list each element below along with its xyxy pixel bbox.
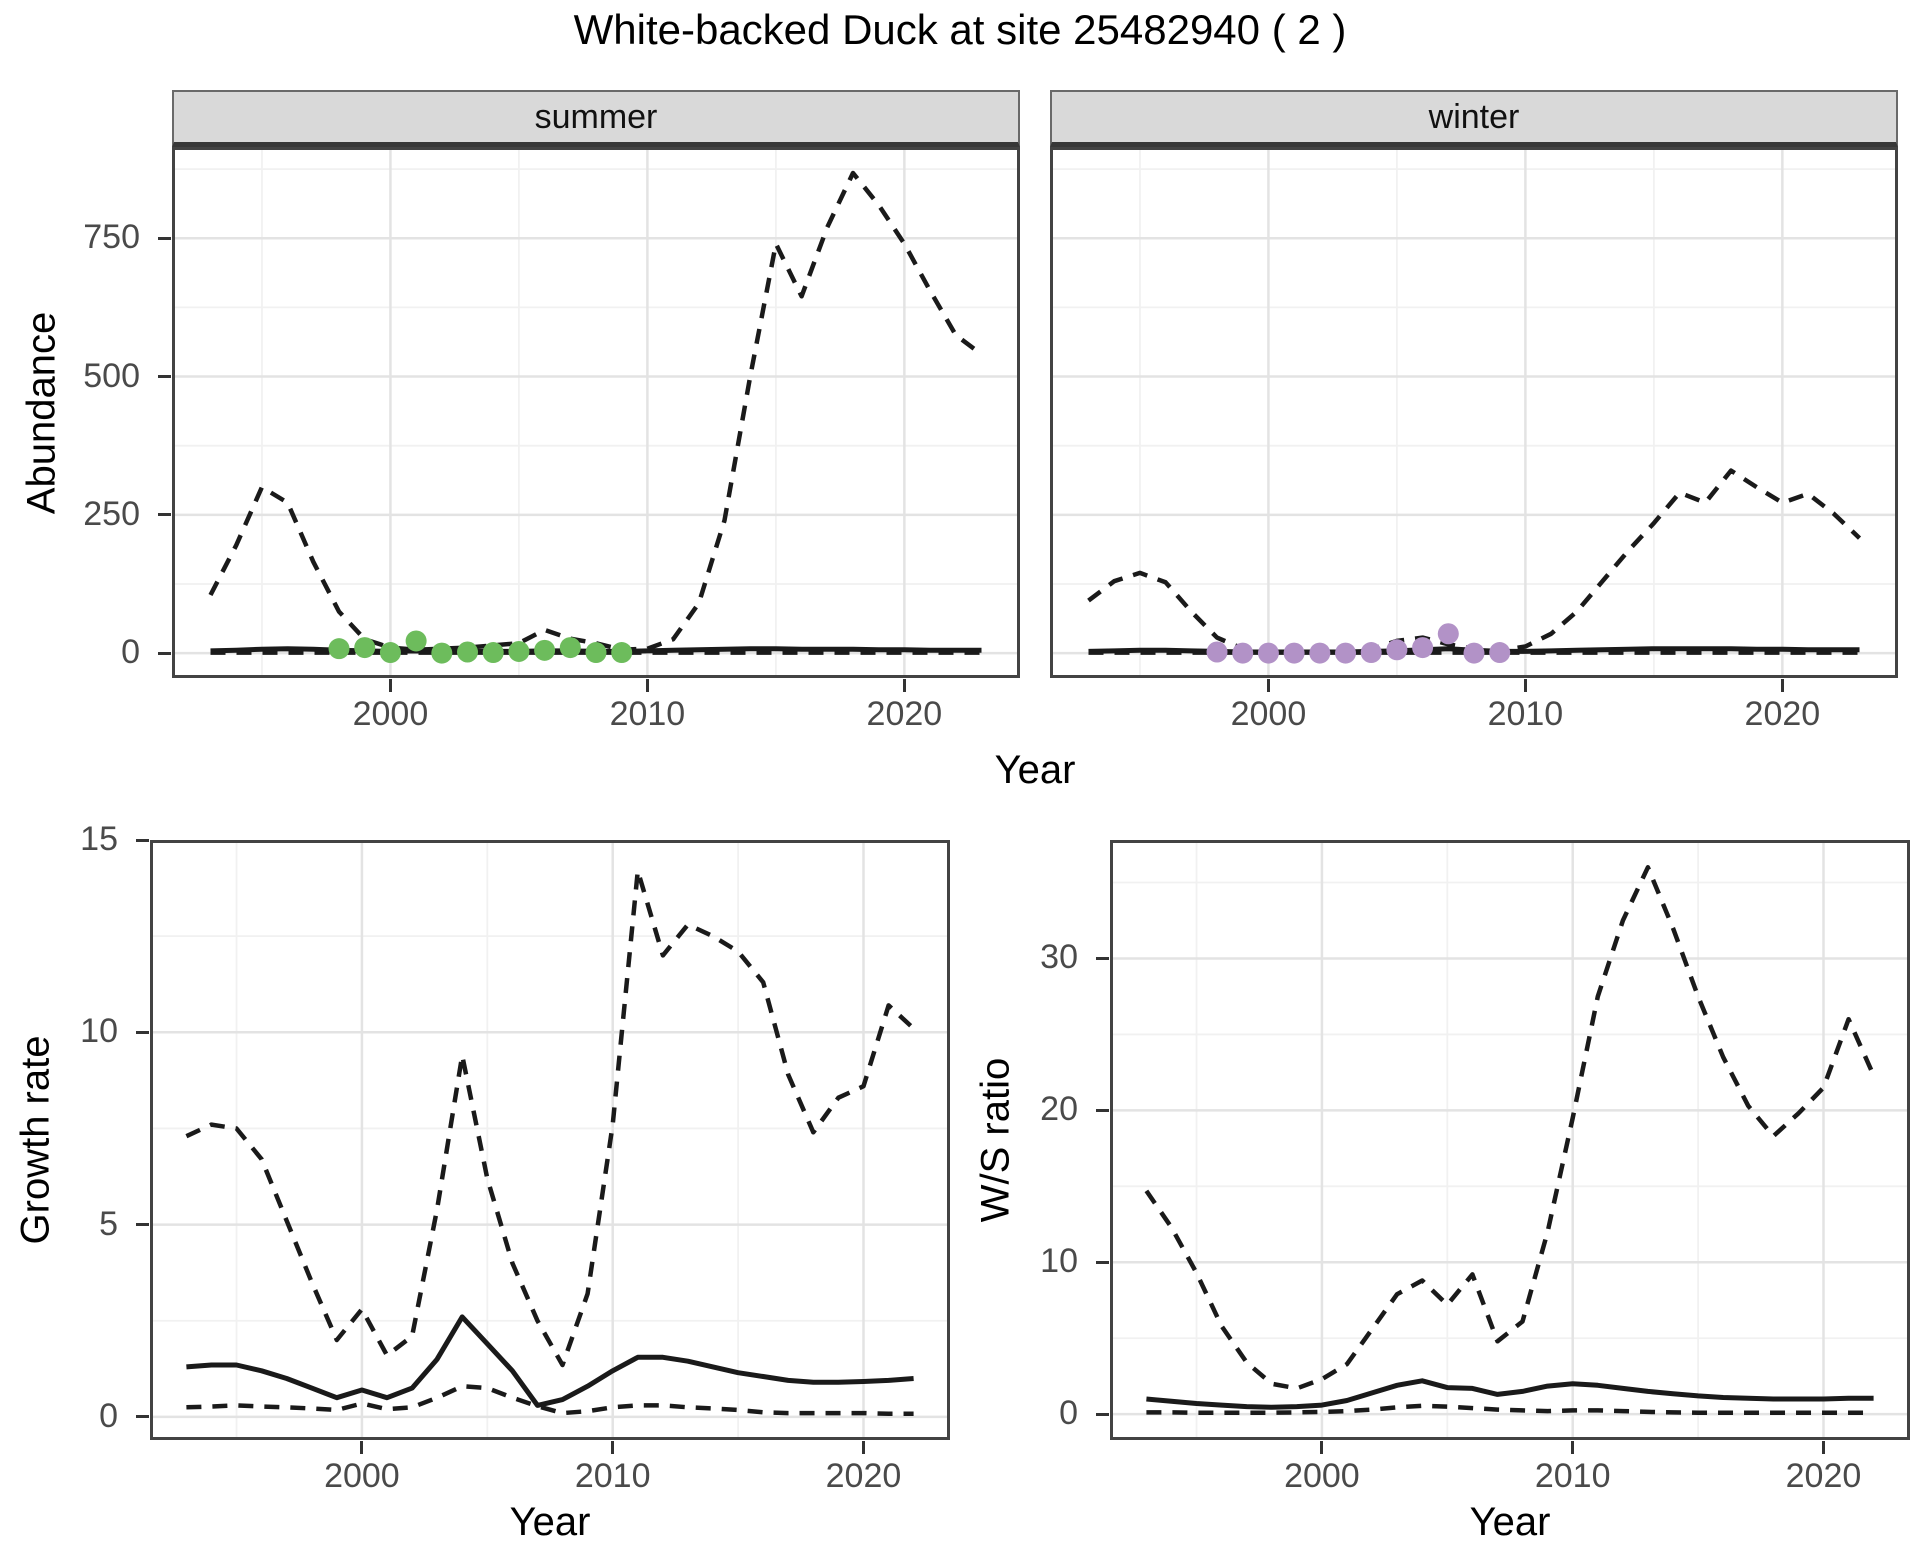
x-tick-label: 2020	[825, 1457, 902, 1495]
x-tickmark	[645, 679, 649, 692]
y-tickmark	[136, 1030, 149, 1034]
x-axis-label-year-bottom-right: Year	[1469, 1500, 1551, 1544]
y-tick-label: 500	[83, 356, 140, 395]
y-axis-label-ws-ratio: W/S ratio	[973, 1057, 1018, 1223]
facet-strip-winter-label: winter	[1428, 97, 1520, 136]
x-tick-label: 2000	[1284, 1457, 1360, 1495]
x-tick-label: 2020	[1744, 695, 1821, 733]
y-tick-label: 10	[80, 1012, 118, 1051]
x-tickmark	[1266, 679, 1270, 692]
x-tickmark	[388, 679, 392, 692]
y-tick-label: 250	[83, 494, 140, 533]
x-tickmark	[611, 1441, 615, 1454]
x-tickmark	[861, 1441, 865, 1454]
x-axis-label-year-bottom-left: Year	[509, 1500, 591, 1544]
y-tick-label: 0	[99, 1396, 118, 1435]
x-tick-label: 2000	[324, 1457, 400, 1495]
y-tickmark	[1096, 956, 1109, 960]
x-tick-label: 2020	[1785, 1457, 1862, 1495]
x-tick-label: 2010	[1534, 1457, 1611, 1495]
x-tickmark	[1523, 679, 1527, 692]
x-axis-label-year-top: Year	[994, 748, 1076, 792]
y-tick-label: 10	[1040, 1242, 1078, 1281]
y-tick-label: 15	[80, 820, 118, 858]
x-tick-label: 2010	[574, 1457, 651, 1495]
y-tickmark	[136, 1415, 149, 1419]
chart-abundance-winter	[1050, 147, 1898, 678]
facet-strip-summer: summer	[172, 90, 1020, 147]
x-tick-label: 2000	[352, 695, 429, 733]
chart-growth-rate	[150, 840, 950, 1440]
x-tickmark	[360, 1441, 364, 1454]
y-tick-label: 5	[99, 1204, 118, 1243]
y-tickmark	[1096, 1108, 1109, 1112]
x-tick-label: 2010	[1487, 695, 1564, 733]
y-tick-label: 750	[83, 218, 140, 257]
y-tick-label: 0	[121, 633, 140, 672]
x-tickmark	[1821, 1441, 1825, 1454]
chart-abundance-summer	[172, 147, 1020, 678]
page-title: White-backed Duck at site 25482940 ( 2 )	[573, 6, 1347, 53]
y-tickmark	[136, 838, 149, 842]
x-tick-label: 2010	[609, 695, 686, 733]
x-tickmark	[1571, 1441, 1575, 1454]
y-tickmark	[136, 1223, 149, 1227]
y-tickmark	[158, 513, 171, 517]
y-tick-label: 20	[1040, 1090, 1078, 1129]
y-tickmark	[158, 651, 171, 655]
x-tick-label: 2020	[866, 695, 943, 733]
y-tickmark	[158, 236, 171, 240]
facet-strip-winter: winter	[1050, 90, 1898, 147]
y-axis-label-abundance: Abundance	[19, 311, 64, 515]
chart-ws-ratio	[1110, 840, 1910, 1440]
x-tickmark	[1780, 679, 1784, 692]
facet-strip-summer-label: summer	[534, 97, 658, 136]
x-tick-label: 2000	[1230, 695, 1307, 733]
y-tickmark	[1096, 1260, 1109, 1264]
x-tickmark	[902, 679, 906, 692]
y-tick-label: 0	[1059, 1394, 1078, 1433]
y-tickmark	[1096, 1412, 1109, 1416]
x-tickmark	[1320, 1441, 1324, 1454]
y-tick-label: 30	[1040, 938, 1078, 977]
y-tickmark	[158, 375, 171, 379]
